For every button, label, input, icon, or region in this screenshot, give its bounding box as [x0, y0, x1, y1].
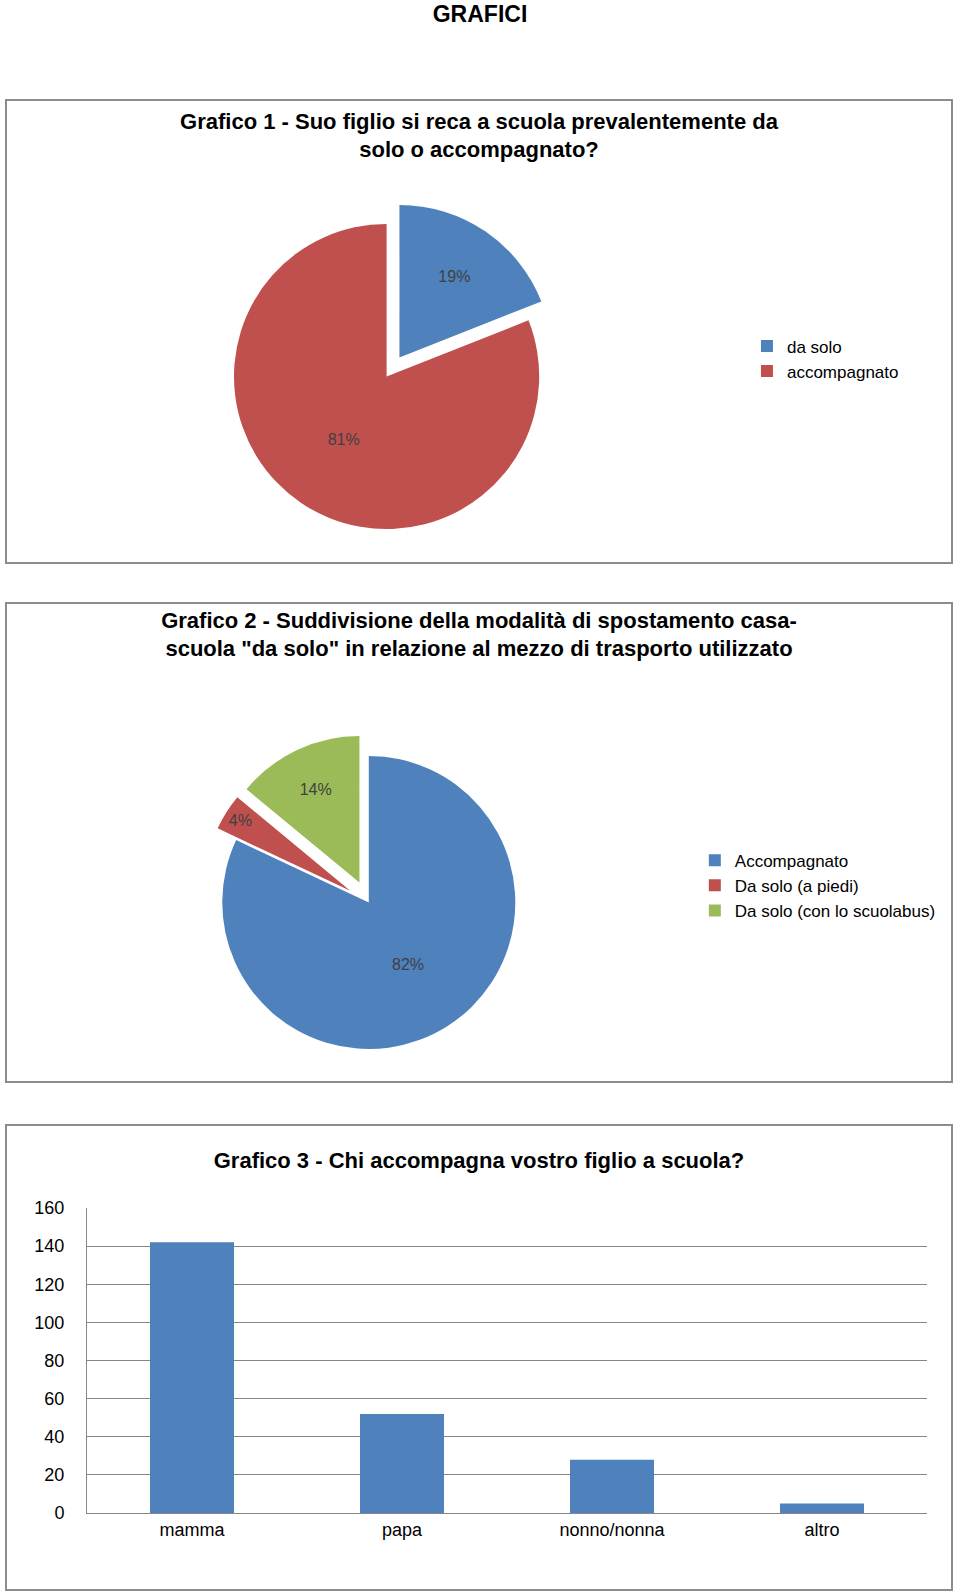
svg-text:nonno/nonna: nonno/nonna [559, 1520, 665, 1540]
svg-text:100: 100 [34, 1313, 64, 1333]
svg-text:80: 80 [44, 1351, 64, 1371]
svg-text:accompagnato: accompagnato [787, 363, 899, 382]
svg-text:Grafico 1 - Suo figlio si reca: Grafico 1 - Suo figlio si reca a scuola … [180, 109, 779, 163]
svg-text:160: 160 [34, 1198, 64, 1218]
svg-text:da solo: da solo [787, 338, 842, 357]
svg-text:Grafico 3 - Chi accompagna vos: Grafico 3 - Chi accompagna vostro figlio… [214, 1148, 745, 1173]
svg-text:20: 20 [44, 1465, 64, 1485]
svg-text:60: 60 [44, 1389, 64, 1409]
svg-text:Da solo (a piedi): Da solo (a piedi) [735, 877, 859, 896]
svg-text:Grafico 2 - Suddivisione della: Grafico 2 - Suddivisione della modalità … [161, 608, 797, 662]
svg-text:mamma: mamma [159, 1520, 225, 1540]
svg-text:14%: 14% [300, 781, 332, 798]
svg-text:papa: papa [382, 1520, 423, 1540]
svg-text:120: 120 [34, 1275, 64, 1295]
svg-text:Da solo (con lo scuolabus): Da solo (con lo scuolabus) [735, 902, 935, 921]
svg-text:0: 0 [54, 1503, 64, 1523]
svg-text:82%: 82% [392, 956, 424, 973]
html-text:GRAFICI: GRAFICI [432, 1, 528, 27]
svg-text:81%: 81% [328, 431, 360, 448]
svg-text:Accompagnato: Accompagnato [735, 852, 848, 871]
svg-text:altro: altro [804, 1520, 839, 1540]
svg-text:4%: 4% [229, 812, 252, 829]
svg-text:140: 140 [34, 1236, 64, 1256]
svg-text:19%: 19% [438, 268, 470, 285]
svg-text:40: 40 [44, 1427, 64, 1447]
